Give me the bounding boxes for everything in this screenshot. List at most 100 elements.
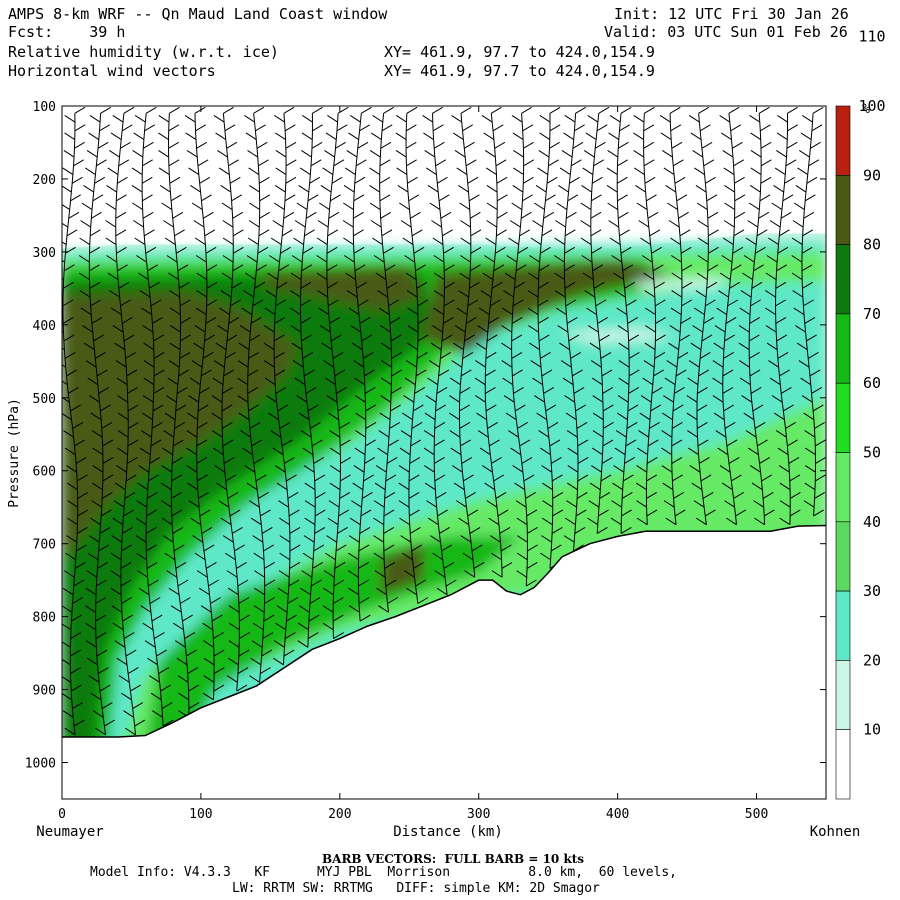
- barb-flag: [789, 509, 801, 517]
- barb-flag: [511, 351, 523, 359]
- barb-flag: [676, 194, 688, 202]
- barb-flag: [204, 334, 215, 342]
- barb-flag: [136, 500, 148, 508]
- barb-flag: [445, 579, 457, 587]
- barb-flag: [236, 562, 247, 569]
- barb-flag: [379, 412, 391, 421]
- barb-flag: [267, 272, 279, 281]
- barb-flag: [540, 447, 551, 456]
- barb-flag: [408, 492, 420, 499]
- barb-flag: [624, 457, 635, 464]
- barb-shaft: [63, 262, 66, 271]
- barb-flag: [777, 351, 789, 359]
- barb-flag: [464, 141, 475, 149]
- barb-flag: [460, 237, 472, 246]
- barb-shaft: [335, 384, 337, 394]
- barb-flag: [105, 202, 117, 211]
- barb-shaft: [177, 270, 180, 280]
- barb-flag: [313, 457, 325, 464]
- barb-flag: [484, 255, 495, 263]
- barb-shaft: [539, 358, 542, 368]
- barb-flag: [477, 430, 489, 438]
- barb-flag: [345, 272, 356, 281]
- barb-shaft: [732, 244, 734, 254]
- colorbar-tick-label: 50: [863, 444, 881, 462]
- barb-flag: [97, 667, 109, 674]
- barb-note: BARB VECTORS: FULL BARB = 10 kts: [322, 852, 585, 866]
- barb-shaft: [627, 323, 629, 333]
- barb-shaft: [259, 515, 262, 525]
- barb-flag: [698, 369, 710, 377]
- barb-flag: [142, 412, 153, 421]
- barb-flag: [90, 517, 101, 526]
- barb-flag: [485, 351, 497, 359]
- barb-shaft: [464, 323, 467, 333]
- barb-shaft: [386, 594, 389, 604]
- barb-shaft: [808, 367, 811, 376]
- barb-shaft: [643, 174, 646, 184]
- barb-shaft: [723, 419, 726, 429]
- barb-flag: [801, 246, 813, 254]
- barb-flag: [275, 622, 287, 631]
- barb-flag: [284, 194, 296, 202]
- barb-shaft: [414, 270, 417, 280]
- barb-flag: [361, 106, 372, 114]
- barb-flag: [462, 124, 474, 132]
- barb-flag: [312, 562, 323, 569]
- barb-shaft: [93, 183, 96, 193]
- barb-shaft: [283, 463, 286, 473]
- barb-flag: [745, 430, 757, 438]
- barb-flag: [85, 360, 97, 368]
- barb-shaft: [328, 314, 331, 324]
- barb-flag: [220, 290, 232, 298]
- barb-shaft: [494, 253, 496, 263]
- barb-flag: [146, 562, 158, 569]
- barb-flag: [365, 404, 377, 412]
- barb-flag: [171, 474, 183, 482]
- barb-shaft: [411, 550, 414, 560]
- barb-shaft: [307, 410, 310, 420]
- barb-flag: [663, 395, 674, 403]
- barb-flag: [272, 657, 284, 666]
- barb-shaft: [804, 323, 807, 333]
- barb-flag: [62, 641, 71, 648]
- barb-shaft: [70, 691, 73, 700]
- barb-shaft: [701, 489, 704, 499]
- barb-shaft: [309, 165, 312, 175]
- barb-shaft: [148, 463, 151, 473]
- barb-flag: [301, 264, 313, 272]
- barb-shaft: [648, 419, 651, 429]
- barb-shaft: [169, 183, 171, 193]
- barb-flag: [652, 264, 664, 272]
- barb-shaft: [776, 340, 778, 350]
- barb-shaft: [574, 524, 576, 534]
- terrain-line: [62, 524, 827, 738]
- barb-shaft: [360, 332, 363, 341]
- barb-flag: [204, 229, 216, 237]
- barb-flag: [722, 150, 734, 158]
- barb-flag: [540, 246, 551, 254]
- barb-flag: [213, 667, 225, 674]
- barb-shaft: [673, 384, 676, 394]
- barb-flag: [537, 299, 549, 307]
- barb-flag: [361, 334, 373, 342]
- barb-flag: [547, 421, 559, 429]
- barb-flag: [206, 281, 218, 289]
- barb-flag: [740, 290, 752, 298]
- barb-shaft: [362, 480, 365, 490]
- barb-flag: [587, 517, 599, 526]
- barb-flag: [337, 404, 349, 412]
- barb-shaft: [387, 297, 390, 306]
- barb-flag: [224, 124, 236, 132]
- barb-shaft: [385, 463, 388, 473]
- barb-flag: [564, 264, 575, 272]
- barb-shaft: [513, 288, 515, 298]
- barb-flag: [703, 159, 715, 167]
- barb-flag: [721, 482, 733, 491]
- barb-flag: [474, 377, 486, 386]
- barb-flag: [699, 351, 711, 359]
- barb-flag: [100, 404, 111, 412]
- barb-shaft: [281, 445, 284, 455]
- barb-flag: [146, 492, 158, 499]
